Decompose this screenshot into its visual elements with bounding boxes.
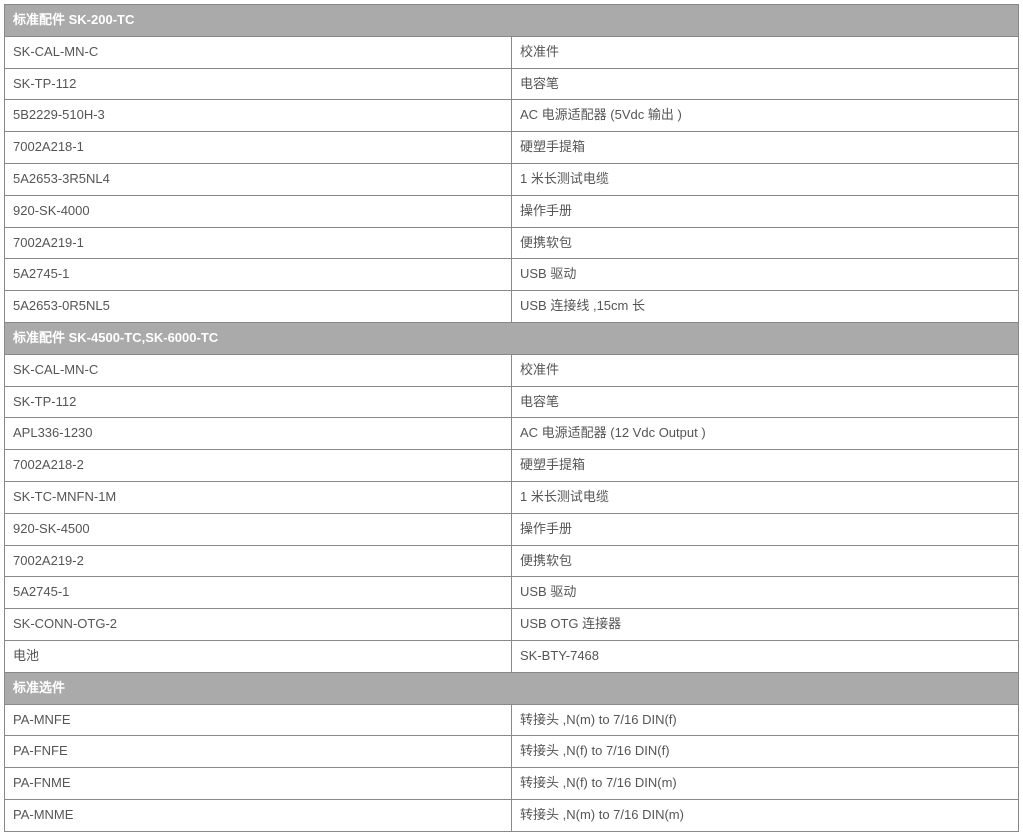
part-code: PA-MNFE — [5, 704, 512, 736]
part-code: SK-TP-112 — [5, 386, 512, 418]
part-code: SK-TC-MNFN-1M — [5, 481, 512, 513]
table-row: SK-TC-MNFN-1M1 米长测试电缆 — [5, 481, 1019, 513]
table-row: 电池SK-BTY-7468 — [5, 640, 1019, 672]
part-description: USB 连接线 ,15cm 长 — [512, 291, 1019, 323]
part-description: AC 电源适配器 (5Vdc 输出 ) — [512, 100, 1019, 132]
table-row: APL336-1230AC 电源适配器 (12 Vdc Output ) — [5, 418, 1019, 450]
part-description: SK-BTY-7468 — [512, 640, 1019, 672]
part-code: SK-CAL-MN-C — [5, 354, 512, 386]
table-row: PA-MNFE转接头 ,N(m) to 7/16 DIN(f) — [5, 704, 1019, 736]
part-code: 920-SK-4000 — [5, 195, 512, 227]
part-description: USB 驱动 — [512, 577, 1019, 609]
part-code: 5A2745-1 — [5, 577, 512, 609]
accessories-table-body: 标准配件 SK-200-TCSK-CAL-MN-C校准件SK-TP-112电容笔… — [5, 5, 1019, 832]
part-description: AC 电源适配器 (12 Vdc Output ) — [512, 418, 1019, 450]
table-row: 7002A219-2便携软包 — [5, 545, 1019, 577]
section-header: 标准配件 SK-200-TC — [5, 5, 1019, 37]
part-description: 1 米长测试电缆 — [512, 481, 1019, 513]
table-row: 7002A219-1便携软包 — [5, 227, 1019, 259]
part-code: APL336-1230 — [5, 418, 512, 450]
section-header: 标准选件 — [5, 672, 1019, 704]
part-description: 操作手册 — [512, 195, 1019, 227]
part-code: 5A2745-1 — [5, 259, 512, 291]
part-description: 操作手册 — [512, 513, 1019, 545]
section-header-label: 标准配件 SK-200-TC — [5, 5, 1019, 37]
part-description: USB 驱动 — [512, 259, 1019, 291]
table-row: SK-TP-112电容笔 — [5, 68, 1019, 100]
part-description: USB OTG 连接器 — [512, 609, 1019, 641]
part-description: 转接头 ,N(f) to 7/16 DIN(f) — [512, 736, 1019, 768]
part-code: 电池 — [5, 640, 512, 672]
table-row: PA-FNFE转接头 ,N(f) to 7/16 DIN(f) — [5, 736, 1019, 768]
table-row: SK-CONN-OTG-2USB OTG 连接器 — [5, 609, 1019, 641]
table-row: 5B2229-510H-3AC 电源适配器 (5Vdc 输出 ) — [5, 100, 1019, 132]
table-row: 5A2653-0R5NL5USB 连接线 ,15cm 长 — [5, 291, 1019, 323]
part-description: 校准件 — [512, 354, 1019, 386]
table-row: 5A2745-1USB 驱动 — [5, 259, 1019, 291]
table-row: 7002A218-1硬塑手提箱 — [5, 132, 1019, 164]
part-code: PA-MNME — [5, 799, 512, 831]
part-code: 920-SK-4500 — [5, 513, 512, 545]
part-code: 7002A219-2 — [5, 545, 512, 577]
part-code: 7002A219-1 — [5, 227, 512, 259]
part-description: 硬塑手提箱 — [512, 450, 1019, 482]
table-row: 5A2745-1USB 驱动 — [5, 577, 1019, 609]
accessories-table: 标准配件 SK-200-TCSK-CAL-MN-C校准件SK-TP-112电容笔… — [4, 4, 1019, 832]
part-description: 便携软包 — [512, 227, 1019, 259]
part-code: SK-TP-112 — [5, 68, 512, 100]
part-code: PA-FNME — [5, 768, 512, 800]
table-row: PA-MNME转接头 ,N(m) to 7/16 DIN(m) — [5, 799, 1019, 831]
table-row: 5A2653-3R5NL41 米长测试电缆 — [5, 163, 1019, 195]
part-description: 校准件 — [512, 36, 1019, 68]
table-row: 7002A218-2硬塑手提箱 — [5, 450, 1019, 482]
section-header-label: 标准选件 — [5, 672, 1019, 704]
part-description: 1 米长测试电缆 — [512, 163, 1019, 195]
part-description: 硬塑手提箱 — [512, 132, 1019, 164]
section-header: 标准配件 SK-4500-TC,SK-6000-TC — [5, 322, 1019, 354]
part-description: 便携软包 — [512, 545, 1019, 577]
section-header-label: 标准配件 SK-4500-TC,SK-6000-TC — [5, 322, 1019, 354]
part-code: 5A2653-3R5NL4 — [5, 163, 512, 195]
part-description: 转接头 ,N(m) to 7/16 DIN(f) — [512, 704, 1019, 736]
table-row: SK-CAL-MN-C校准件 — [5, 36, 1019, 68]
part-code: PA-FNFE — [5, 736, 512, 768]
part-code: 5A2653-0R5NL5 — [5, 291, 512, 323]
part-code: SK-CONN-OTG-2 — [5, 609, 512, 641]
table-row: SK-TP-112电容笔 — [5, 386, 1019, 418]
part-code: 7002A218-1 — [5, 132, 512, 164]
table-row: 920-SK-4500操作手册 — [5, 513, 1019, 545]
part-description: 转接头 ,N(m) to 7/16 DIN(m) — [512, 799, 1019, 831]
part-description: 转接头 ,N(f) to 7/16 DIN(m) — [512, 768, 1019, 800]
part-description: 电容笔 — [512, 68, 1019, 100]
table-row: PA-FNME转接头 ,N(f) to 7/16 DIN(m) — [5, 768, 1019, 800]
table-row: SK-CAL-MN-C校准件 — [5, 354, 1019, 386]
part-code: 7002A218-2 — [5, 450, 512, 482]
table-row: 920-SK-4000操作手册 — [5, 195, 1019, 227]
part-description: 电容笔 — [512, 386, 1019, 418]
part-code: SK-CAL-MN-C — [5, 36, 512, 68]
part-code: 5B2229-510H-3 — [5, 100, 512, 132]
